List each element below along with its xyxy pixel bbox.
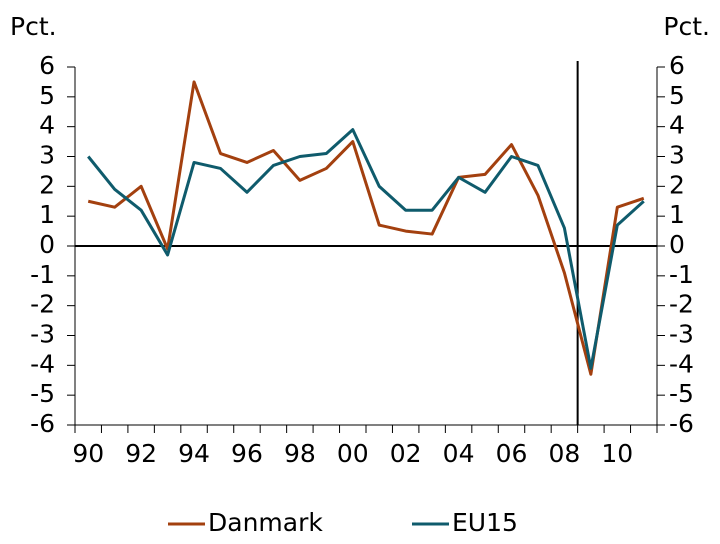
y-tick-label: 4 <box>39 111 55 140</box>
x-tick-label: 06 <box>496 439 528 468</box>
series-line <box>87 128 645 370</box>
y-tick-label: 2 <box>39 170 55 199</box>
y2-tick-label: -1 <box>669 260 694 289</box>
y2-tick-label: 3 <box>669 141 685 170</box>
x-tick-label: 96 <box>231 439 263 468</box>
x-tick-label: 90 <box>72 439 104 468</box>
y2-tick-label: -4 <box>669 349 694 378</box>
legend-label: EU15 <box>452 508 518 537</box>
x-tick-label: 92 <box>125 439 157 468</box>
x-tick-label: 94 <box>178 439 210 468</box>
y2-tick-label: 5 <box>669 81 685 110</box>
y2-tick-label: -6 <box>669 409 694 438</box>
y2-tick-label: 6 <box>669 51 685 80</box>
x-tick-label: 08 <box>549 439 581 468</box>
y-axis-label-right: Pct. <box>663 12 710 41</box>
x-tick-label: 00 <box>337 439 369 468</box>
y2-tick-label: 2 <box>669 170 685 199</box>
y-tick-label: -1 <box>30 260 55 289</box>
legend-label: Danmark <box>208 508 323 537</box>
y-tick-label: -4 <box>30 349 55 378</box>
y-axis-label-left: Pct. <box>10 12 57 41</box>
y-tick-label: 5 <box>39 81 55 110</box>
y2-tick-label: 0 <box>669 230 685 259</box>
y2-tick-label: -5 <box>669 379 694 408</box>
y-tick-label: -2 <box>30 290 55 319</box>
y2-tick-label: -3 <box>669 320 694 349</box>
y-tick-label: 0 <box>39 230 55 259</box>
x-tick-label: 10 <box>601 439 633 468</box>
y-tick-label: -6 <box>30 409 55 438</box>
y-tick-label: -3 <box>30 320 55 349</box>
series-line <box>87 80 645 376</box>
y2-tick-label: -2 <box>669 290 694 319</box>
y2-tick-label: 1 <box>669 200 685 229</box>
x-tick-label: 98 <box>284 439 316 468</box>
y-tick-label: 1 <box>39 200 55 229</box>
x-tick-label: 02 <box>390 439 422 468</box>
y-tick-label: 6 <box>39 51 55 80</box>
x-tick-label: 04 <box>443 439 475 468</box>
y2-tick-label: 4 <box>669 111 685 140</box>
y-tick-label: -5 <box>30 379 55 408</box>
y-tick-label: 3 <box>39 141 55 170</box>
